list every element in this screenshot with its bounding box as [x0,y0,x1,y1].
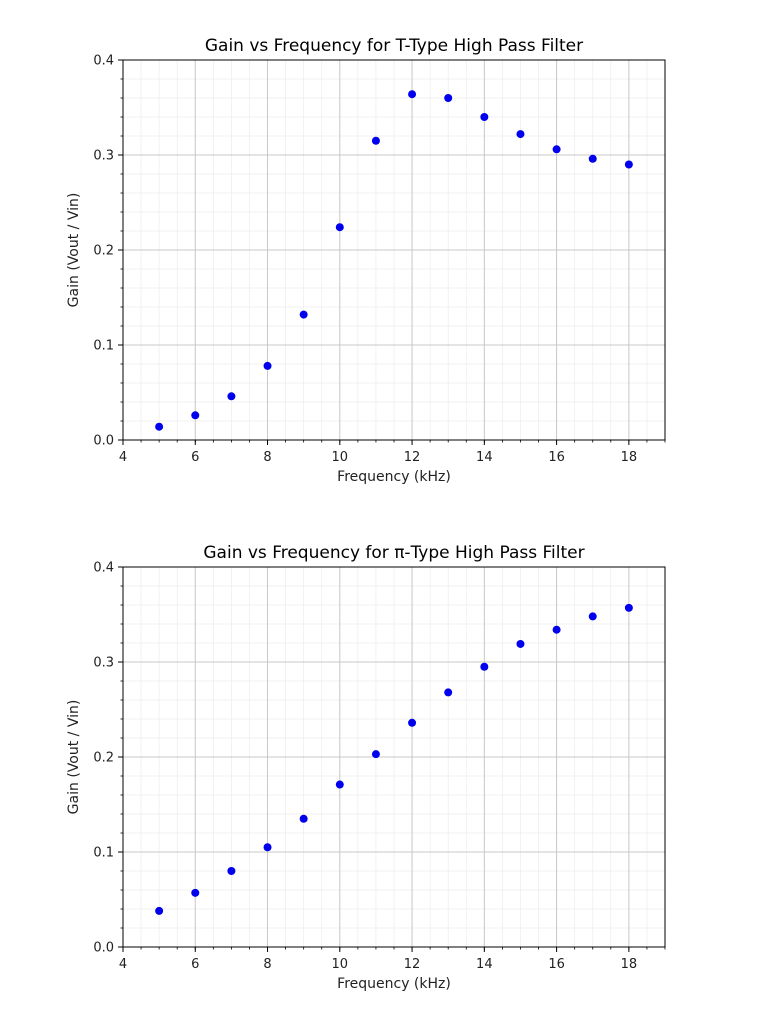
data-point [444,688,453,697]
data-point [191,888,200,897]
data-point [444,94,453,102]
data-point [299,814,308,823]
x-axis-label: Frequency (kHz) [337,976,451,992]
data-point [227,392,236,401]
chart-pi-type: Gain vs Frequency for π-Type High Pass F… [66,543,666,992]
data-points [155,603,633,915]
data-point [191,411,200,420]
data-point [227,867,236,875]
y-tick-label: 0.3 [93,656,114,671]
x-tick-label: 14 [476,450,493,465]
data-point [371,750,380,759]
data-point [335,780,344,789]
y-tick-label: 0.2 [93,244,114,259]
x-tick-label: 12 [404,957,421,972]
y-tick-label: 0.4 [93,561,114,576]
x-tick-label: 10 [332,450,349,465]
x-tick-label: 6 [191,957,199,972]
grid [122,566,666,948]
y-axis-label: Gain (Vout / Vin) [66,193,82,308]
x-tick-label: 4 [119,450,127,465]
y-tick-label: 0.3 [93,149,114,164]
data-point [552,145,561,154]
data-point [408,90,417,99]
x-tick-label: 18 [621,450,638,465]
x-tick-label: 16 [548,450,565,465]
x-tick-label: 8 [263,450,271,465]
x-tick-label: 14 [476,957,493,972]
data-point [299,310,308,319]
data-point [480,113,489,121]
x-tick-label: 16 [548,957,565,972]
chart-title: Gain vs Frequency for π-Type High Pass F… [203,543,584,563]
x-tick-label: 4 [119,957,127,972]
data-point [624,603,633,612]
data-point [408,718,417,727]
data-point [155,906,164,915]
x-tick-label: 6 [191,450,199,465]
data-point [624,160,633,169]
data-point [516,639,525,648]
x-tick-label: 10 [332,957,349,972]
data-point [588,612,597,621]
x-tick-label: 12 [404,450,421,465]
y-axis-label: Gain (Vout / Vin) [66,700,82,815]
data-points [155,90,633,431]
data-point [155,422,164,431]
data-point [335,223,344,232]
data-point [516,130,525,139]
data-point [371,136,380,145]
y-tick-label: 0.0 [93,941,114,956]
y-tick-label: 0.4 [93,54,114,69]
y-tick-label: 0.1 [93,846,114,861]
data-point [263,843,272,852]
data-point [480,662,489,671]
x-axis-label: Frequency (kHz) [337,469,451,485]
y-tick-label: 0.0 [93,434,114,449]
x-tick-label: 8 [263,957,271,972]
data-point [552,625,561,634]
data-point [263,361,272,370]
chart-t-type: Gain vs Frequency for T-Type High Pass F… [66,36,666,485]
chart-title: Gain vs Frequency for T-Type High Pass F… [205,36,583,56]
y-tick-label: 0.1 [93,339,114,354]
grid [122,59,666,441]
data-point [588,154,597,163]
x-tick-label: 18 [621,957,638,972]
y-tick-label: 0.2 [93,751,114,766]
